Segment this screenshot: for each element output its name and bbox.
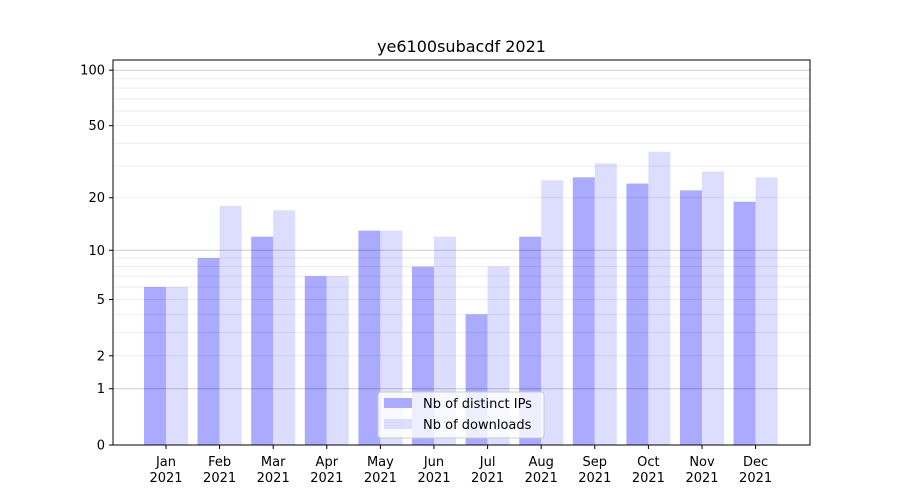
y-tick-label: 20 (88, 191, 105, 206)
bar-downloads (541, 180, 564, 446)
legend-label: Nb of distinct IPs (423, 397, 532, 412)
bar-downloads (326, 276, 349, 445)
y-tick-label: 100 (80, 64, 105, 79)
x-tick-label: Jul 2021 (471, 455, 504, 486)
bar-downloads (594, 163, 617, 445)
plot-frame (112, 59, 811, 446)
bar-distinct-ips (733, 201, 756, 445)
legend: Nb of distinct IPs Nb of downloads (377, 391, 545, 439)
y-tick-label: 1 (97, 382, 105, 397)
bar-distinct-ips (358, 230, 381, 445)
y-tick-label: 5 (97, 293, 105, 308)
x-tick-label: Nov 2021 (685, 455, 718, 486)
x-tick-label: Sep 2021 (578, 455, 611, 486)
bar-distinct-ips (251, 236, 274, 445)
x-tick-label: Apr 2021 (310, 455, 343, 486)
y-tick-label: 2 (97, 349, 105, 364)
x-tick-label: Feb 2021 (203, 455, 236, 486)
x-tick-label: May 2021 (364, 455, 397, 486)
bar-downloads (380, 230, 403, 445)
x-tick-label: Jan 2021 (149, 455, 182, 486)
bar-downloads (702, 171, 724, 446)
legend-swatch (384, 419, 412, 429)
bar-downloads (273, 210, 296, 445)
x-tick-label: Mar 2021 (257, 455, 290, 486)
legend-swatch (384, 398, 412, 408)
x-tick-label: Oct 2021 (632, 455, 665, 486)
bar-distinct-ips (197, 258, 220, 445)
bar-downloads (166, 286, 188, 445)
bar-distinct-ips (304, 276, 327, 445)
bar-distinct-ips (626, 183, 649, 446)
bar-downloads (755, 177, 778, 446)
bar-downloads (648, 151, 671, 445)
chart-title: ye6100subacdf 2021 (377, 37, 546, 56)
bar-distinct-ips (572, 177, 595, 446)
y-tick-label: 0 (97, 439, 105, 454)
bar-downloads (219, 205, 242, 445)
x-tick-label: Jun 2021 (417, 455, 450, 486)
bar-distinct-ips (680, 190, 702, 445)
legend-label: Nb of downloads (423, 418, 532, 433)
bar-distinct-ips (144, 286, 166, 445)
x-tick-label: Dec 2021 (739, 455, 772, 486)
x-tick-label: Aug 2021 (525, 455, 558, 486)
y-tick-label: 10 (88, 244, 105, 259)
y-tick-label: 50 (88, 119, 105, 134)
